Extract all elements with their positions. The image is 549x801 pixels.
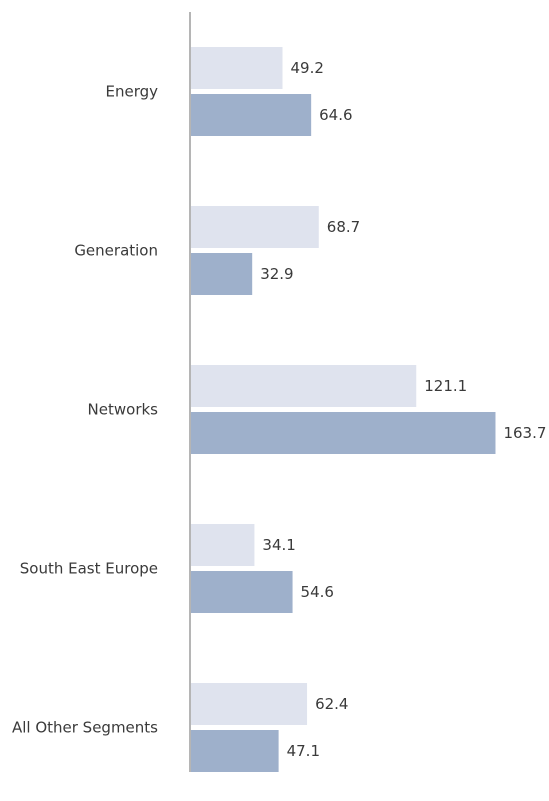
value-label-generation-series-1: 68.7	[327, 218, 360, 236]
category-label-networks: Networks	[88, 401, 159, 419]
bar-generation-series-1	[191, 206, 319, 248]
category-label-all-other-segments: All Other Segments	[12, 719, 158, 737]
value-label-south-east-europe-series-1: 34.1	[262, 536, 295, 554]
category-label-south-east-europe: South East Europe	[20, 560, 158, 578]
category-label-energy: Energy	[105, 83, 158, 101]
value-label-networks-series-2: 163.7	[503, 424, 546, 442]
labels-layer: Energy 49.2 64.6 Generation 68.7 32.9 Networks…	[12, 59, 546, 760]
value-label-energy-series-2: 64.6	[319, 106, 352, 124]
category-label-generation: Generation	[74, 242, 158, 260]
bar-networks-series-2	[191, 412, 496, 454]
value-label-energy-series-1: 49.2	[291, 59, 324, 77]
bar-south-east-europe-series-2	[191, 571, 293, 613]
value-label-networks-series-1: 121.1	[424, 377, 467, 395]
value-label-all-other-segments-series-2: 47.1	[287, 742, 320, 760]
bar-energy-series-1	[191, 47, 283, 89]
bars-layer	[191, 47, 496, 772]
bar-energy-series-2	[191, 94, 312, 136]
value-label-all-other-segments-series-1: 62.4	[315, 695, 348, 713]
bar-south-east-europe-series-1	[191, 524, 255, 566]
value-label-generation-series-2: 32.9	[260, 265, 293, 283]
bar-all-other-segments-series-2	[191, 730, 279, 772]
bar-generation-series-2	[191, 253, 253, 295]
value-label-south-east-europe-series-2: 54.6	[301, 583, 334, 601]
bar-networks-series-1	[191, 365, 417, 407]
bar-all-other-segments-series-1	[191, 683, 308, 725]
